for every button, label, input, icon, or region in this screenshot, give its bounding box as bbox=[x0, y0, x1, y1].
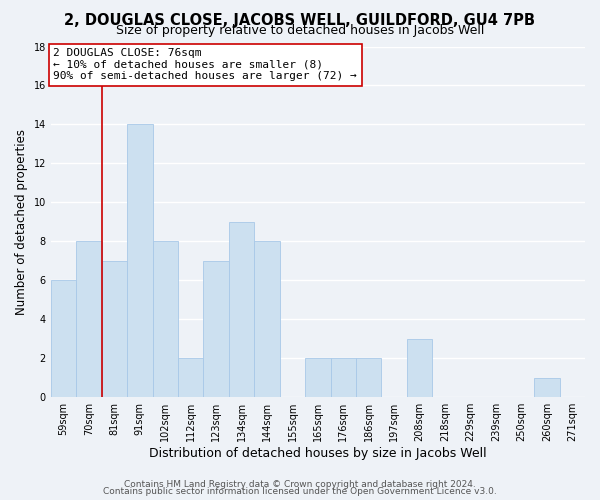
Bar bbox=[254, 242, 280, 397]
Bar bbox=[203, 261, 229, 397]
Text: Contains public sector information licensed under the Open Government Licence v3: Contains public sector information licen… bbox=[103, 488, 497, 496]
Bar bbox=[229, 222, 254, 397]
Bar bbox=[127, 124, 152, 397]
Bar bbox=[407, 339, 433, 397]
Bar bbox=[76, 242, 101, 397]
Y-axis label: Number of detached properties: Number of detached properties bbox=[15, 129, 28, 315]
Bar bbox=[331, 358, 356, 397]
Text: 2, DOUGLAS CLOSE, JACOBS WELL, GUILDFORD, GU4 7PB: 2, DOUGLAS CLOSE, JACOBS WELL, GUILDFORD… bbox=[65, 12, 536, 28]
Bar bbox=[305, 358, 331, 397]
Bar bbox=[356, 358, 382, 397]
Bar bbox=[178, 358, 203, 397]
Bar bbox=[101, 261, 127, 397]
X-axis label: Distribution of detached houses by size in Jacobs Well: Distribution of detached houses by size … bbox=[149, 447, 487, 460]
Bar bbox=[152, 242, 178, 397]
Text: 2 DOUGLAS CLOSE: 76sqm
← 10% of detached houses are smaller (8)
90% of semi-deta: 2 DOUGLAS CLOSE: 76sqm ← 10% of detached… bbox=[53, 48, 357, 82]
Bar bbox=[534, 378, 560, 397]
Text: Size of property relative to detached houses in Jacobs Well: Size of property relative to detached ho… bbox=[116, 24, 484, 37]
Text: Contains HM Land Registry data © Crown copyright and database right 2024.: Contains HM Land Registry data © Crown c… bbox=[124, 480, 476, 489]
Bar bbox=[51, 280, 76, 397]
